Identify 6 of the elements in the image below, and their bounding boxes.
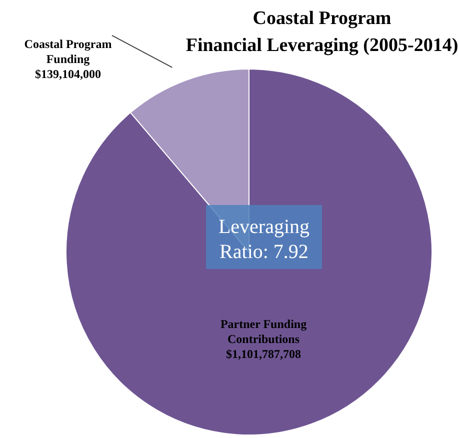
data-label: $1,101,787,708 bbox=[226, 347, 302, 361]
slice-label: Partner Funding Contributions bbox=[220, 317, 307, 346]
chart-title: Coastal Program Financial Leveraging (2005-2014) bbox=[186, 8, 458, 56]
data-label: $139,104,000 bbox=[35, 67, 101, 81]
slice-label: Coastal Program Funding bbox=[24, 37, 112, 66]
text: Leveraging Ratio: 7.92 bbox=[218, 216, 310, 263]
